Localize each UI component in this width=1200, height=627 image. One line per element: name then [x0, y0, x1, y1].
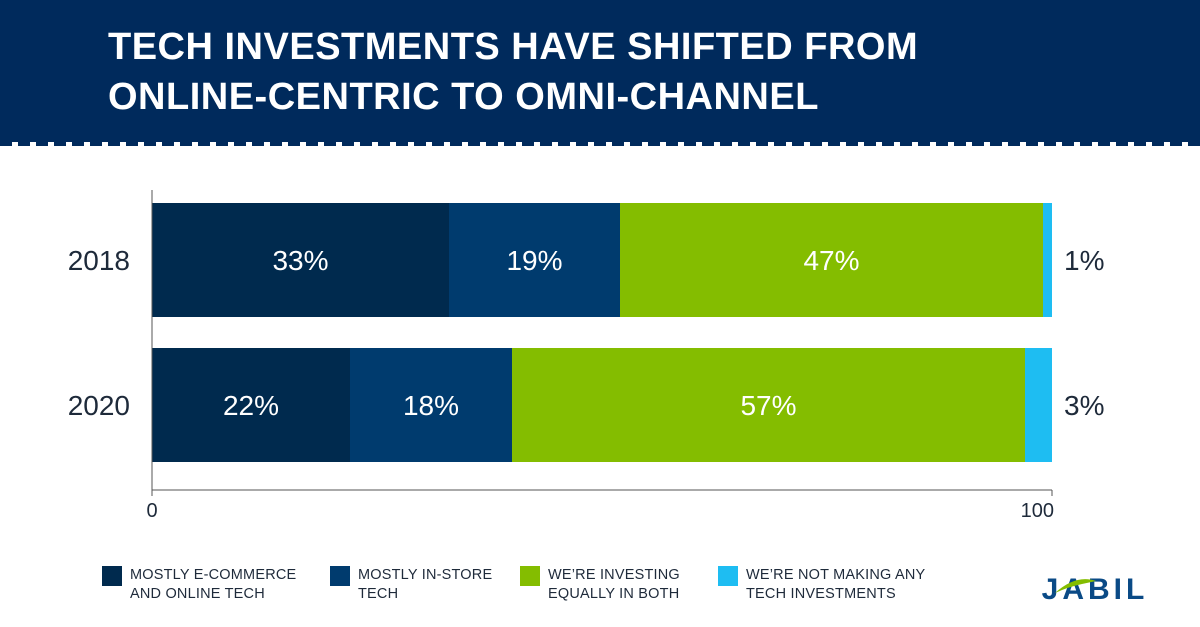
bar-2018-series-1	[449, 203, 620, 317]
x-tick-label-0: 0	[146, 500, 157, 522]
legend-swatch-none	[718, 566, 738, 586]
category-label-2020: 2020	[68, 390, 130, 421]
bar-2018-series-0	[152, 203, 449, 317]
stacked-bar-chart: 33% 19% 47% 1% 2018 22% 18% 57% 3% 2020 0 100	[68, 190, 1104, 522]
bar-2018-series-3	[1043, 203, 1052, 317]
logo-text: JABIL	[1042, 573, 1149, 604]
legend-swatch-both	[520, 566, 540, 586]
data-label-2018-series-2: 47%	[803, 245, 859, 276]
logo-swoosh	[1055, 579, 1096, 593]
legend-swatch-ecommerce	[102, 566, 122, 586]
legend-item-ecommerce: MOSTLY E-COMMERCE AND ONLINE TECH	[102, 566, 296, 604]
legend-item-both: WE’RE INVESTING EQUALLY IN BOTH	[520, 566, 680, 604]
category-label-2018: 2018	[68, 245, 130, 276]
title-line-2: ONLINE-CENTRIC TO OMNI-CHANNEL	[108, 76, 819, 118]
legend-label-both: WE’RE INVESTING EQUALLY IN BOTH	[548, 567, 680, 602]
data-label-2020-series-0: 22%	[223, 390, 279, 421]
x-tick-label-1: 100	[1021, 500, 1054, 522]
bar-2018-series-2	[620, 203, 1043, 317]
header-banner	[0, 0, 1200, 142]
legend-item-none: WE’RE NOT MAKING ANY TECH INVESTMENTS	[718, 566, 925, 604]
chart-legend: MOSTLY E-COMMERCE AND ONLINE TECH MOSTLY…	[0, 566, 1200, 616]
legend-swatch-instore	[330, 566, 350, 586]
data-label-2020-series-1: 18%	[403, 390, 459, 421]
data-label-2020-series-2: 57%	[740, 390, 796, 421]
header-dashed-edge	[0, 140, 1200, 146]
data-label-2020-series-3: 3%	[1064, 390, 1104, 421]
jabil-logo: JABIL	[1042, 573, 1149, 604]
data-label-2018-series-0: 33%	[272, 245, 328, 276]
legend-label-instore: MOSTLY IN-STORE TECH	[358, 567, 493, 602]
bar-2020-series-3	[1025, 348, 1052, 462]
legend-item-instore: MOSTLY IN-STORE TECH	[330, 566, 492, 604]
data-label-2018-series-3: 1%	[1064, 245, 1104, 276]
title-line-1: TECH INVESTMENTS HAVE SHIFTED FROM	[108, 26, 919, 68]
legend-label-none: WE’RE NOT MAKING ANY TECH INVESTMENTS	[746, 567, 926, 602]
legend-label-ecommerce: MOSTLY E-COMMERCE AND ONLINE TECH	[130, 567, 297, 602]
bar-2020-series-0	[152, 348, 350, 462]
bar-2020-series-2	[512, 348, 1025, 462]
data-label-2018-series-1: 19%	[506, 245, 562, 276]
page-title: TECH INVESTMENTS HAVE SHIFTED FROM ONLIN…	[108, 22, 1158, 122]
bar-2020-series-1	[350, 348, 512, 462]
